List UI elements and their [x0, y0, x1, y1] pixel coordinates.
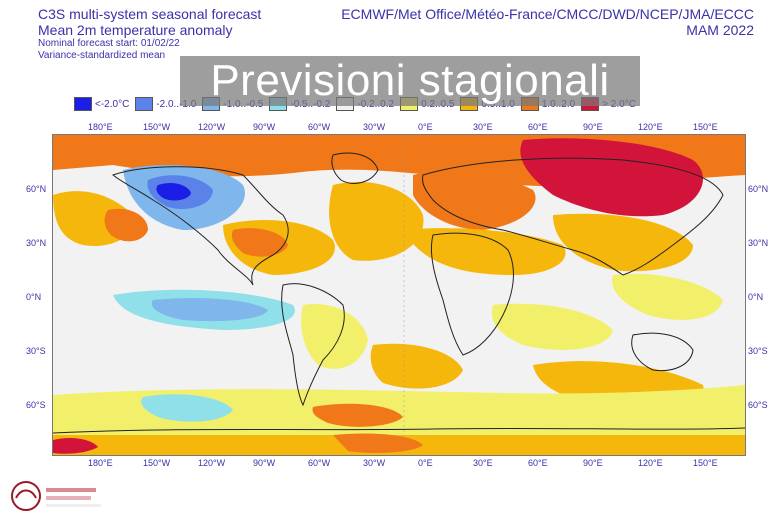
lat-label-left: 60°N: [26, 184, 47, 194]
lon-label-bottom: 0°E: [418, 458, 433, 468]
lon-label-bottom: 60°E: [528, 458, 548, 468]
coast-north-america: [111, 166, 289, 286]
canada-coldest-core: [156, 182, 191, 201]
central-asia-warm: [553, 213, 693, 272]
centres-list: ECMWF/Met Office/Météo-France/CMCC/DWD/N…: [341, 6, 754, 22]
lat-label-left: 30°N: [26, 238, 47, 248]
season-label: MAM 2022: [686, 22, 754, 39]
mexico-hot: [231, 228, 288, 257]
indian-ocean-yellow: [491, 303, 613, 350]
lon-label-top: 60°W: [308, 122, 331, 132]
lon-label-top: 90°W: [253, 122, 276, 132]
header-left: C3S multi-system seasonal forecast Mean …: [38, 6, 261, 61]
legend-label: <-2.0°C: [95, 98, 130, 110]
lon-label-bottom: 90°E: [583, 458, 603, 468]
lon-label-bottom: 120°E: [638, 458, 663, 468]
lon-label-top: 150°E: [693, 122, 718, 132]
overlay-banner-title: Previsioni stagionali: [180, 56, 640, 106]
coast-antarctica: [53, 427, 745, 434]
lon-label-bottom: 150°W: [143, 458, 171, 468]
maritime-yellow: [612, 273, 723, 320]
sahara-warm: [403, 228, 566, 275]
lon-label-bottom: 180°E: [88, 458, 113, 468]
antarctic-west-red: [53, 437, 98, 454]
southern-ocean-cool: [141, 394, 233, 422]
lon-label-bottom: 30°W: [363, 458, 386, 468]
north-atlantic-warm: [329, 181, 424, 261]
lon-label-top: 120°W: [198, 122, 226, 132]
title-line-2: Mean 2m temperature anomaly: [38, 22, 233, 39]
lat-label-right: 30°N: [748, 238, 769, 248]
south-america-yellow: [301, 304, 368, 369]
lon-label-top: 60°E: [528, 122, 548, 132]
coast-south-america: [281, 283, 345, 407]
anomaly-map: [53, 135, 745, 455]
legend-swatch: [135, 97, 154, 111]
lat-label-right: 30°S: [748, 346, 768, 356]
coast-greenland: [331, 152, 379, 184]
map-frame: [52, 134, 746, 456]
lat-label-right: 0°N: [748, 292, 764, 302]
coast-australia: [631, 332, 694, 372]
lat-label-right: 60°S: [748, 400, 768, 410]
coast-africa: [430, 232, 514, 356]
forecast-start: Nominal forecast start: 01/02/22: [38, 38, 180, 50]
lon-label-top: 180°E: [88, 122, 113, 132]
legend-item: <-2.0°C: [74, 97, 129, 111]
equatorial-pacific-cooler: [151, 298, 268, 322]
lon-label-top: 0°E: [418, 122, 433, 132]
antarctic-hot-spot: [333, 433, 423, 453]
title-line-1: C3S multi-system seasonal forecast: [38, 6, 262, 22]
lon-label-top: 120°E: [638, 122, 663, 132]
lat-label-left: 30°S: [26, 346, 46, 356]
method-note: Variance-standardized mean: [38, 49, 166, 61]
legend-item: -2.0..-1.0: [135, 97, 196, 111]
lat-label-right: 60°N: [748, 184, 769, 194]
lat-label-left: 60°S: [26, 400, 46, 410]
lon-label-bottom: 90°W: [253, 458, 276, 468]
europe-hot-region: [413, 170, 536, 230]
header-right: ECMWF/Met Office/Météo-France/CMCC/DWD/N…: [341, 6, 754, 38]
lon-label-bottom: 120°W: [198, 458, 226, 468]
lon-label-top: 30°E: [473, 122, 493, 132]
lon-label-bottom: 60°W: [308, 458, 331, 468]
legend-label: -2.0..-1.0: [156, 98, 197, 110]
north-pacific-hot: [104, 208, 148, 242]
lon-label-top: 90°E: [583, 122, 603, 132]
coast-eurasia: [422, 157, 724, 276]
coastlines: [53, 152, 745, 434]
lon-label-top: 30°W: [363, 122, 386, 132]
legend-swatch: [74, 97, 92, 111]
lat-label-left: 0°N: [26, 292, 42, 302]
lon-label-top: 150°W: [143, 122, 171, 132]
lon-label-bottom: 150°E: [693, 458, 718, 468]
lon-label-bottom: 30°E: [473, 458, 493, 468]
southern-ocean-orange: [312, 403, 403, 427]
south-atlantic-warm: [370, 343, 463, 389]
climate-logo-icon: [11, 481, 101, 511]
southern-ocean-yellow: [53, 385, 745, 435]
